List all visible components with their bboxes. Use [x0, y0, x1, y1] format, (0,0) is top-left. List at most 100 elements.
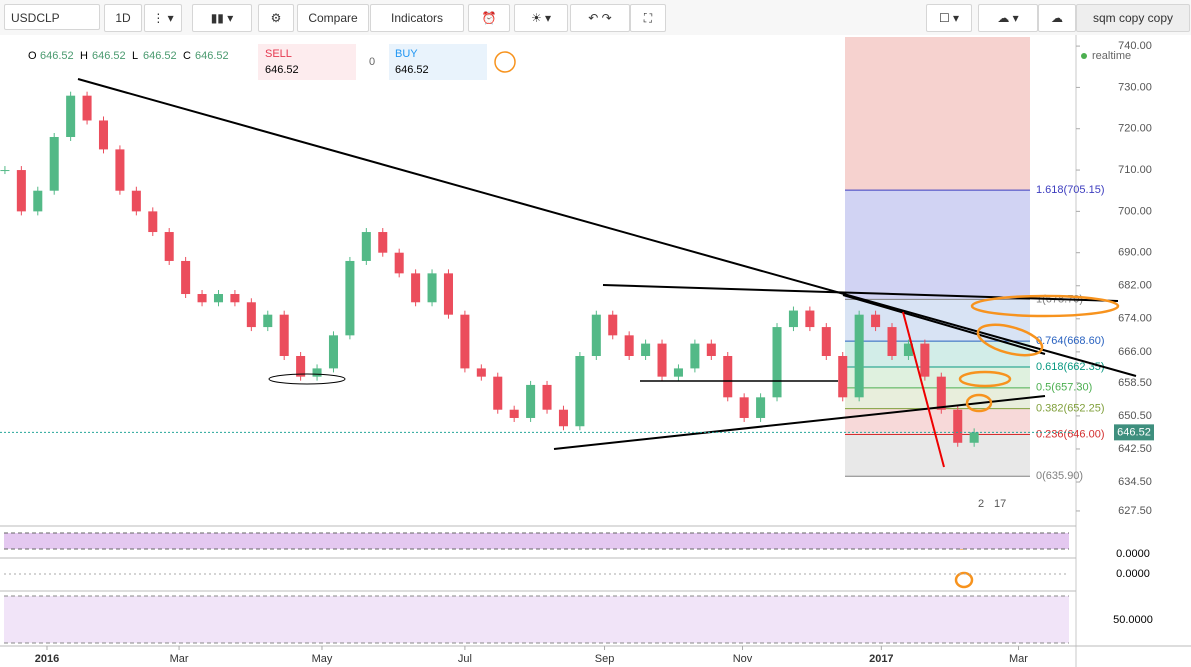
fib-label: 0.382(652.25): [1036, 403, 1105, 415]
candle: [328, 335, 338, 369]
y-tick-label: 730.00: [1118, 81, 1152, 93]
trend-line: [77, 78, 1137, 377]
candle: [526, 384, 536, 418]
indicators-button[interactable]: Indicators: [370, 4, 464, 32]
candle: [394, 252, 404, 274]
candle: [690, 343, 700, 369]
highlight: [965, 393, 993, 413]
legend-value: 646.52: [195, 50, 229, 62]
sell-price: 646.52: [265, 64, 299, 76]
highlight: [958, 370, 1012, 388]
alert-button[interactable]: ⏰: [468, 4, 510, 32]
candle: [624, 335, 634, 356]
save-button[interactable]: ☁ ▾: [978, 4, 1038, 32]
x-tick-label: Jul: [458, 653, 472, 665]
candle: [460, 314, 470, 369]
candle: [723, 355, 733, 398]
load-button[interactable]: ☁: [1038, 4, 1076, 32]
highlight: [976, 323, 1044, 357]
candle: [279, 314, 289, 356]
settings-button[interactable]: ⚙: [258, 4, 294, 32]
x-tick-label: Sep: [595, 653, 615, 665]
fullscreen-button[interactable]: ⛶: [630, 4, 666, 32]
candle: [591, 314, 601, 356]
candle: [953, 409, 963, 443]
y-tick-label: 740.00: [1118, 40, 1152, 52]
fib-band: [845, 341, 1030, 367]
y-tick-label: 650.50: [1118, 410, 1152, 422]
candle: [230, 294, 240, 303]
candle: [673, 368, 683, 377]
symbol-input[interactable]: USDCLP: [4, 4, 100, 30]
candle: [115, 149, 125, 191]
candle: [131, 190, 141, 212]
pane-axis-label: 0.0000: [1116, 548, 1150, 560]
spread: 0: [369, 56, 375, 68]
candle: [821, 327, 831, 356]
y-tick-label: 700.00: [1118, 205, 1152, 217]
candle: [706, 343, 716, 356]
candle: [49, 136, 59, 191]
x-tick-label: Nov: [733, 653, 753, 665]
compare-button[interactable]: Compare: [297, 4, 369, 32]
undo-redo[interactable]: ↶ ↷: [570, 4, 630, 32]
candle: [312, 368, 322, 377]
fib-label: 0(635.90): [1036, 470, 1083, 482]
candle: [246, 302, 256, 328]
candle: [542, 384, 552, 410]
chart-area: 1.618(705.15)1(678.70)0.764(668.60)0.618…: [0, 35, 1191, 667]
x-tick-label: 2017: [869, 653, 893, 665]
status-dot: [1081, 53, 1087, 59]
candle: [575, 355, 585, 427]
candle: [82, 95, 92, 121]
candle: [871, 314, 881, 328]
theme-button[interactable]: ☀ ▾: [514, 4, 568, 32]
candle: [427, 273, 437, 303]
legend-label: L: [132, 50, 138, 62]
interval-menu[interactable]: ⋮ ▾: [144, 4, 182, 32]
candle: [936, 376, 946, 410]
ohlc-legend: O 646.52 H 646.52 L 646.52 C 646.52: [28, 50, 229, 62]
highlight: [970, 294, 1120, 318]
candle: [148, 211, 158, 233]
event-label: 2: [978, 498, 984, 510]
candle: [213, 294, 224, 303]
candle: [181, 260, 191, 295]
trend-line: [902, 311, 945, 468]
candle: [98, 120, 109, 150]
candle: [641, 343, 651, 356]
candle: [854, 314, 864, 398]
chart-style-button[interactable]: ▮▮ ▾: [192, 4, 252, 32]
rsi-band: [4, 596, 1069, 643]
y-tick-label: 710.00: [1118, 164, 1152, 176]
legend-label: C: [183, 50, 191, 62]
info-icon[interactable]: [494, 51, 516, 73]
trade-widget: SELL 646.52 0 BUY 646.52: [258, 44, 516, 80]
candle: [361, 232, 371, 261]
buy-button[interactable]: [389, 44, 487, 80]
sell-button[interactable]: [258, 44, 356, 80]
sell-label: SELL: [265, 48, 292, 60]
y-tick-label: 642.50: [1118, 443, 1152, 455]
candle: [296, 355, 306, 377]
candle: [443, 273, 453, 315]
candle: [969, 432, 979, 443]
candle: [0, 170, 10, 172]
legend-value: 646.52: [92, 50, 126, 62]
x-tick-label: 2016: [35, 653, 59, 665]
interval-button[interactable]: 1D: [104, 4, 142, 32]
y-tick-label: 690.00: [1118, 247, 1152, 259]
y-tick-label: 674.00: [1118, 313, 1152, 325]
trend-line: [842, 294, 1046, 355]
candle: [920, 343, 930, 377]
layout-button[interactable]: ☐ ▾: [926, 4, 972, 32]
risk-zone: [845, 37, 1030, 191]
indicator-panes: [4, 532, 1069, 644]
candle: [476, 368, 486, 377]
layout-name[interactable]: sqm copy copy: [1076, 4, 1190, 32]
fib-label: 0.618(662.35): [1036, 361, 1105, 373]
candle: [164, 232, 174, 261]
last-price-label: 646.52: [1117, 426, 1151, 438]
y-tick-label: 627.50: [1118, 505, 1152, 517]
